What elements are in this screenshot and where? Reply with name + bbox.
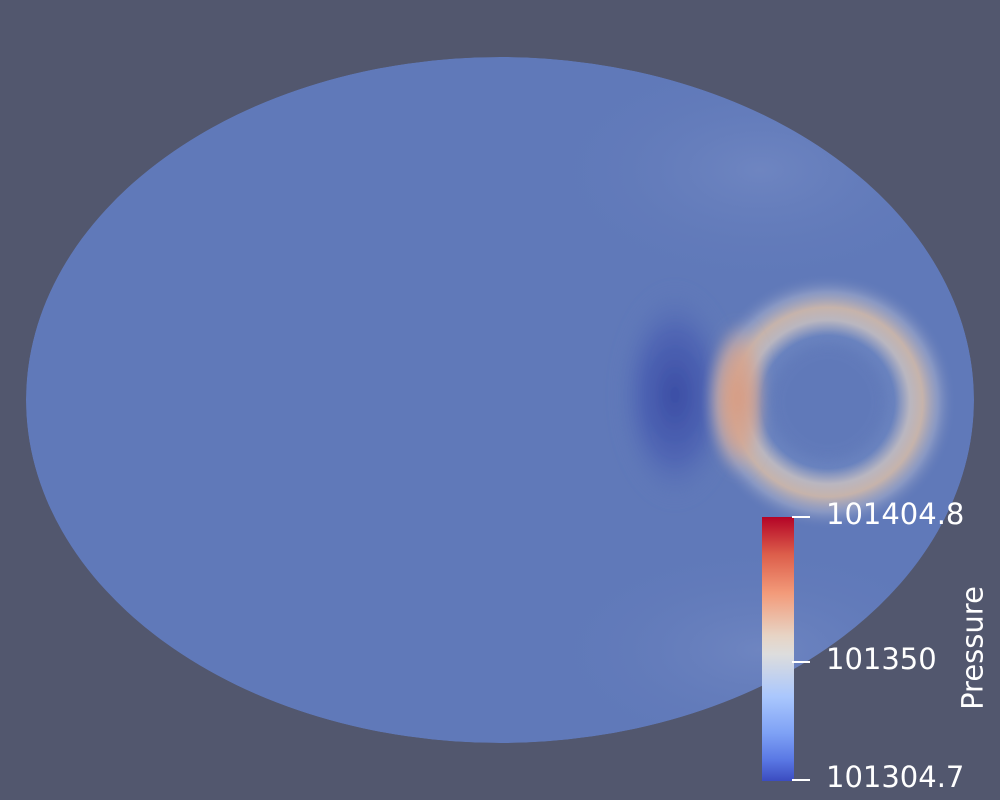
pressure-colorbar: [762, 517, 794, 781]
colorbar-tick-max: [792, 516, 810, 518]
colorbar-tick-mid: [792, 661, 810, 663]
high-pressure-crescent: [708, 320, 768, 476]
colorbar-min-label: 101304.7: [826, 760, 965, 794]
colorbar-tick-min: [792, 779, 810, 781]
low-pressure-region: [613, 283, 737, 507]
colorbar-max-label: 101404.8: [826, 497, 965, 531]
ring-core: [770, 344, 886, 460]
ellipse-domain: [26, 57, 974, 743]
colorbar-title: Pressure: [955, 586, 990, 710]
upper-right-bright-region: [540, 57, 974, 290]
colorbar-mid-label: 101350: [826, 642, 937, 676]
